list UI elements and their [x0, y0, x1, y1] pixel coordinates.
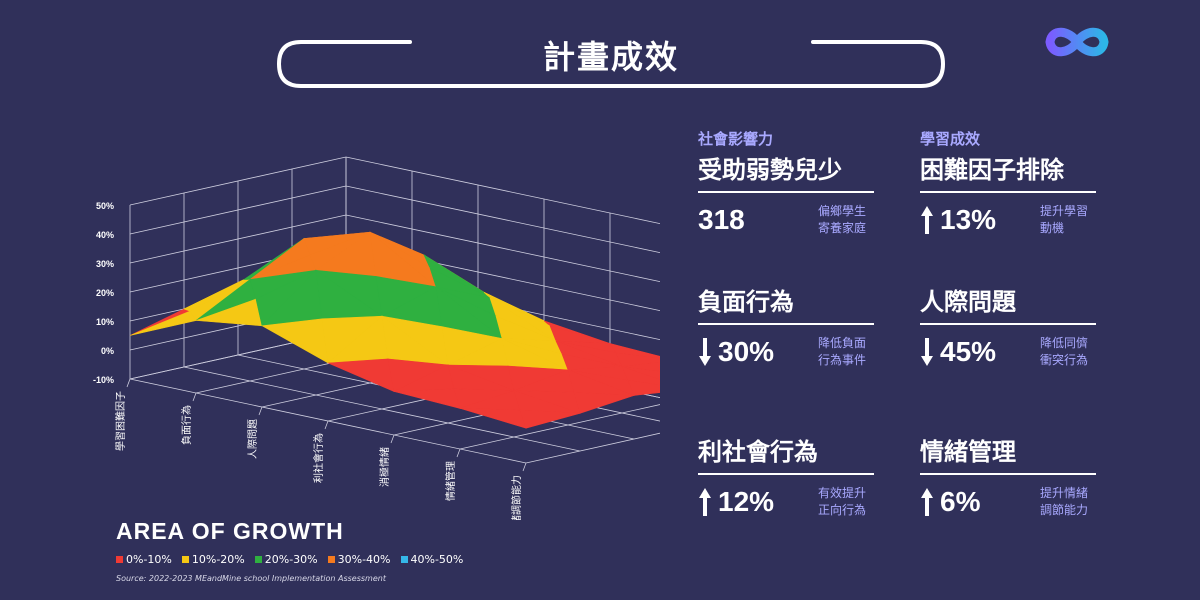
metric-category: 學習成效	[920, 130, 981, 148]
metric-title: 受助弱勢兒少	[698, 156, 842, 184]
metric-value: 318	[698, 204, 745, 235]
surface-facet	[327, 358, 395, 392]
category-label: 人際問題	[247, 419, 259, 459]
legend-item: 10%-20%	[181, 553, 245, 566]
metric-card-prosocial: 利社會行為 12% 有效提升 正向行為	[698, 430, 878, 519]
y-tick-label: 10%	[96, 317, 114, 327]
axis-tick	[258, 406, 263, 416]
metric-divider	[698, 191, 874, 193]
legend-label: 40%-50%	[410, 553, 464, 566]
legend-swatch	[400, 556, 408, 563]
metric-card-negative-behavior: 負面行為 30% 降低負面 行為事件	[698, 280, 878, 369]
legend-label: 0%-10%	[126, 553, 172, 566]
metric-value: 45%	[940, 336, 997, 367]
y-tick-labels: 50% 40% 30% 20% 10% 0% -10%	[93, 201, 114, 385]
category-label: 消極情緒	[378, 447, 391, 487]
metric-card-interpersonal: 人際問題 45% 降低同儕 衝突行為	[920, 280, 1100, 369]
metric-value: 30%	[718, 336, 775, 367]
metric-title: 人際問題	[920, 288, 1016, 316]
category-labels: 學習困難因子 負面行為 人際問題 利社會行為 消極情緒 情緒管理 情緒調節能力	[114, 391, 523, 520]
metric-value: 6%	[940, 486, 981, 517]
metric-note: 提升情緒 調節能力	[1040, 486, 1089, 517]
title-banner: 計畫成效	[275, 38, 947, 90]
legend-item: 0%-10%	[116, 553, 172, 566]
metric-value: 13%	[940, 204, 997, 235]
y-tick-label: 0%	[101, 346, 114, 356]
arrow-up-icon	[921, 488, 933, 516]
y-tick-label: 50%	[96, 201, 114, 211]
metric-title: 情緒管理	[920, 438, 1016, 466]
category-label: 負面行為	[180, 405, 193, 445]
y-tick-label: 40%	[96, 230, 114, 240]
category-label: 情緒管理	[444, 461, 457, 501]
surface-facet	[393, 388, 461, 409]
axis-tick	[192, 392, 197, 402]
legend-swatch	[181, 556, 189, 563]
legend-swatch	[327, 556, 335, 563]
page-title: 計畫成效	[542, 38, 679, 76]
metric-value: 12%	[718, 486, 775, 517]
legend-swatch	[116, 556, 123, 563]
axis-tick	[522, 462, 527, 472]
arrow-down-icon	[699, 338, 711, 366]
metric-title: 困難因子排除	[920, 156, 1064, 184]
category-label: 學習困難因子	[114, 391, 127, 451]
surface-facet	[573, 392, 635, 414]
chart-title: AREA OF GROWTH	[116, 518, 344, 544]
axis-tick	[126, 378, 131, 388]
metric-category: 社會影響力	[698, 130, 774, 148]
legend-item: 40%-50%	[400, 553, 464, 566]
grid-line	[345, 156, 660, 225]
metric-note: 偏鄉學生 寄養家庭	[818, 204, 867, 235]
metric-note: 有效提升 正向行為	[818, 486, 867, 517]
category-label: 利社會行為	[312, 433, 325, 483]
title-bracket-frame	[276, 40, 946, 88]
axis-tick	[456, 448, 461, 458]
axis-tick	[324, 420, 329, 430]
metric-note: 提升學習 動機	[1040, 204, 1089, 235]
metric-title: 負面行為	[698, 288, 794, 316]
infinity-logo-icon	[1042, 22, 1112, 66]
surface-facet	[129, 310, 197, 336]
axis-tick	[390, 434, 395, 444]
metric-title: 利社會行為	[698, 438, 818, 466]
metric-note: 降低同儕 衝突行為	[1040, 336, 1089, 367]
legend-swatch	[254, 556, 262, 563]
metric-note: 降低負面 行為事件	[818, 336, 867, 367]
y-tick-label: 30%	[96, 259, 114, 269]
surface-facet	[519, 409, 581, 429]
arrow-up-icon	[699, 488, 711, 516]
metric-divider	[920, 323, 1096, 325]
legend-label: 30%-40%	[337, 553, 391, 566]
y-tick-label: -10%	[93, 375, 114, 385]
surface-facet	[627, 379, 660, 396]
metric-divider	[920, 473, 1096, 475]
chart-source: Source: 2022-2023 MEandMine school Imple…	[116, 574, 386, 583]
legend-label: 20%-30%	[264, 553, 318, 566]
legend-label: 10%-20%	[191, 553, 245, 566]
y-tick-label: 20%	[96, 288, 114, 298]
chart-legend: 0%-10% 10%-20% 20%-30% 30%-40% 40%-50%	[116, 553, 463, 566]
legend-item: 30%-40%	[327, 553, 391, 566]
legend-item: 20%-30%	[254, 553, 318, 566]
arrow-up-icon	[921, 206, 933, 234]
grid-line	[183, 366, 581, 452]
metric-card-difficulty-removal: 學習成效 困難因子排除 13% 提升學習 動機	[920, 128, 1100, 237]
metric-card-emotion-management: 情緒管理 6% 提升情緒 調節能力	[920, 430, 1100, 519]
metric-divider	[920, 191, 1096, 193]
surface-mesh	[129, 231, 660, 429]
metric-divider	[698, 473, 874, 475]
category-label: 情緒調節能力	[510, 475, 523, 520]
metric-divider	[698, 323, 874, 325]
surface-facet	[261, 318, 329, 364]
growth-surface-chart: 50% 40% 30% 20% 10% 0% -10% 學習困難因子 負面行為 人際問題 利社會行…	[93, 156, 660, 520]
metric-card-disadvantaged-youth: 社會影響力 受助弱勢兒少 318 偏鄉學生 寄養家庭	[698, 128, 878, 237]
arrow-down-icon	[921, 338, 933, 366]
